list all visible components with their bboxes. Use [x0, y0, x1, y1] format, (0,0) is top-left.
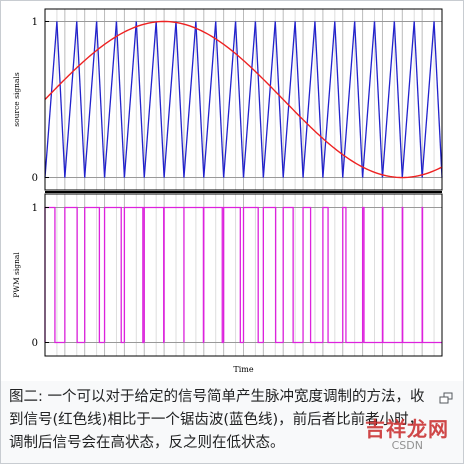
axes-frame	[44, 8, 443, 191]
sawtooth-segment	[56, 21, 66, 178]
sawtooth-segment	[195, 21, 205, 178]
watermark-logo: 吉祥龙网	[365, 417, 449, 441]
watermark-sub: CSDN	[391, 439, 423, 452]
y-tick-label: 1	[32, 203, 38, 214]
sawtooth-segment	[115, 21, 126, 178]
sawtooth-segment	[242, 21, 257, 178]
sawtooth-segment	[294, 21, 304, 178]
sawtooth-segment	[44, 21, 58, 178]
sawtooth-segment	[223, 21, 237, 178]
figure-caption: 图二: 一个可以对于给定的信号简单产生脉冲宽度调制的方法，收到信号(红色线)相比…	[9, 389, 425, 451]
sawtooth-segment	[302, 21, 316, 178]
y-tick-label: 0	[32, 338, 38, 349]
sawtooth-segment	[163, 21, 177, 178]
sawtooth-segment	[262, 21, 276, 178]
sawtooth-segment	[314, 21, 324, 178]
sawtooth-segment	[254, 21, 264, 178]
sawtooth-segment	[183, 21, 197, 178]
y-tick-label: 0	[32, 173, 38, 184]
sawtooth-segment	[234, 21, 245, 178]
pwm-line	[44, 206, 442, 344]
plot-area: 0 1 source signals 0 1 PWM signal Time	[1, 1, 463, 381]
sawtooth-segment	[373, 21, 384, 178]
y-axis-label: PWM signal	[12, 252, 21, 298]
sawtooth-segment	[413, 21, 423, 178]
sawtooth-segment	[203, 21, 217, 178]
sawtooth-segment	[215, 21, 225, 178]
sawtooth-segment	[322, 21, 336, 178]
sawtooth-segment	[274, 21, 284, 178]
sawtooth-segment	[103, 21, 118, 178]
y-axis-label: source signals	[12, 72, 21, 127]
sawtooth-segment	[143, 21, 157, 178]
sawtooth-segment	[76, 21, 86, 178]
sawtooth-segment	[175, 21, 185, 178]
sawtooth-segment	[282, 21, 296, 178]
chart-svg: 0 1 source signals 0 1 PWM signal Time	[12, 8, 443, 374]
sawtooth-segment	[84, 21, 98, 178]
sawtooth-segment	[381, 21, 396, 178]
magnify-icon[interactable]	[439, 389, 453, 404]
sawtooth-segment	[123, 21, 137, 178]
sawtooth-segment	[342, 21, 356, 178]
sawtooth-segment	[393, 21, 403, 178]
sawtooth-segment	[401, 21, 415, 178]
sawtooth-segment	[334, 21, 344, 178]
sawtooth-segment	[95, 21, 106, 178]
y-tick-label: 1	[32, 17, 38, 28]
sine-line	[44, 20, 443, 179]
sawtooth-segment	[354, 21, 364, 178]
sawtooth-segment	[64, 21, 78, 178]
sawtooth-segment	[361, 21, 376, 178]
sawtooth-segment	[155, 21, 165, 178]
sawtooth-segment	[421, 21, 435, 178]
x-axis-label: Time	[233, 365, 253, 374]
sawtooth-segment	[433, 21, 443, 178]
sawtooth-segment	[135, 21, 145, 178]
axes-frame	[44, 193, 443, 357]
